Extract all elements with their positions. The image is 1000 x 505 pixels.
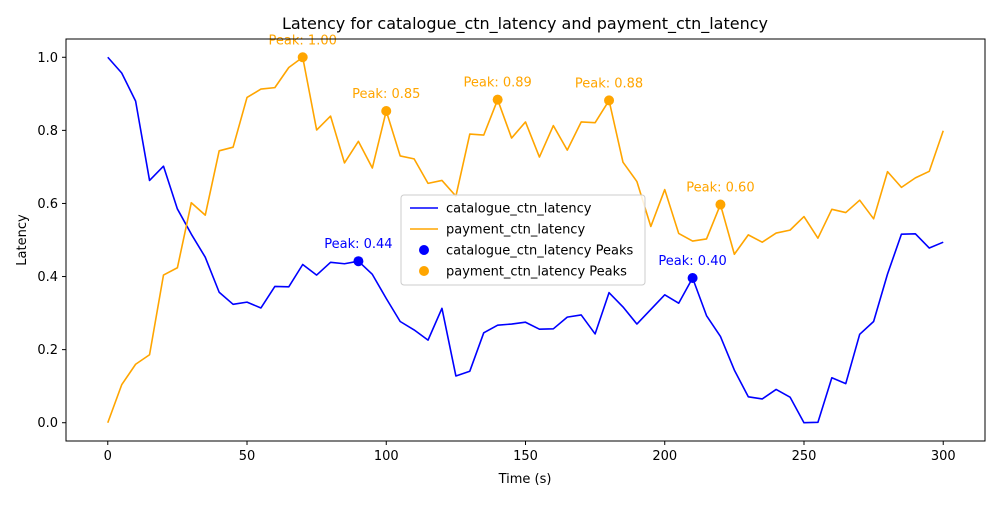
y-tick-label: 0.4: [37, 270, 58, 285]
y-tick-label: 0.8: [37, 124, 58, 139]
legend: catalogue_ctn_latency payment_ctn_latency…: [400, 194, 646, 286]
y-tick-label: 1.0: [37, 51, 58, 66]
series-line-payment_ctn_latency: [107, 56, 944, 424]
x-axis-title: Time (s): [498, 472, 552, 487]
y-tick-label: 0.0: [37, 416, 58, 431]
peak-marker-payment_ctn_latency-peaks: [381, 105, 392, 116]
legend-entry-label: catalogue_ctn_latency: [446, 202, 592, 217]
x-tick-label: 50: [239, 449, 256, 464]
x-tick-label: 250: [792, 449, 817, 464]
peak-label: Peak: 0.89: [463, 76, 531, 91]
legend-entry-label: payment_ctn_latency Peaks: [446, 265, 627, 280]
legend-swatch-dot: [419, 266, 429, 276]
peak-label: Peak: 0.88: [575, 76, 643, 91]
peak-marker-payment_ctn_latency-peaks: [604, 95, 615, 106]
series-line-catalogue_ctn_latency: [107, 56, 944, 424]
peak-label: Peak: 0.44: [324, 237, 392, 252]
chart-title: Latency for catalogue_ctn_latency and pa…: [282, 14, 768, 34]
x-tick-label: 200: [652, 449, 677, 464]
y-tick-label: 0.2: [37, 343, 58, 358]
legend-entry-label: payment_ctn_latency: [446, 223, 585, 238]
legend-box: [400, 194, 646, 286]
legend-swatch-dot: [419, 245, 429, 255]
peak-label: Peak: 0.85: [352, 87, 420, 102]
y-tick-label: 0.6: [37, 197, 58, 212]
x-tick-label: 150: [513, 449, 538, 464]
peak-marker-catalogue_ctn_latency-peaks: [687, 273, 698, 284]
legend-entry-label: catalogue_ctn_latency Peaks: [446, 244, 633, 259]
peak-marker-catalogue_ctn_latency-peaks: [353, 256, 364, 267]
peak-label: Peak: 1.00: [269, 33, 337, 48]
peak-marker-payment_ctn_latency-peaks: [715, 199, 726, 210]
y-axis-title: Latency: [15, 214, 30, 266]
plot-area: Peak: 0.44 Peak: 0.40 Peak: 1.00 Peak: 0.85…: [37, 33, 986, 464]
x-tick-label: 100: [374, 449, 399, 464]
x-tick-label: 0: [104, 449, 112, 464]
x-tick-label: 300: [931, 449, 956, 464]
peak-label: Peak: 0.40: [658, 254, 726, 269]
peak-marker-payment_ctn_latency-peaks: [297, 52, 308, 63]
peak-marker-payment_ctn_latency-peaks: [492, 94, 503, 105]
peak-label: Peak: 0.60: [686, 181, 754, 196]
